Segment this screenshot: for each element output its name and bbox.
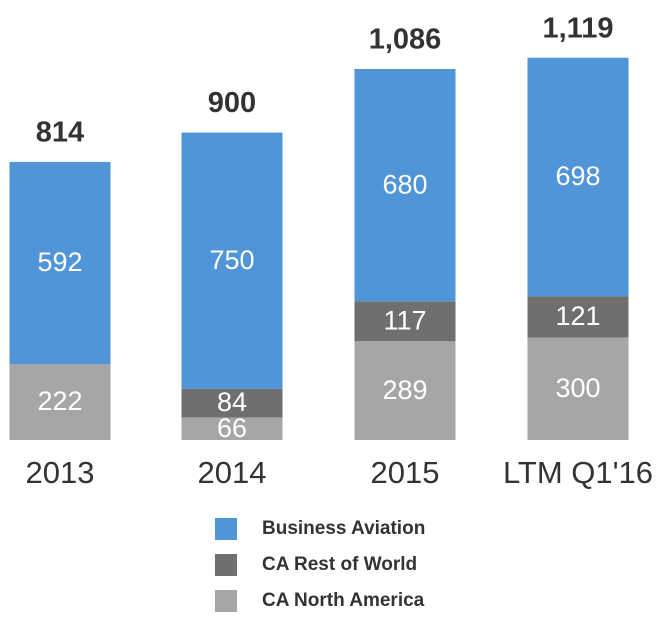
segment-label: 66 [217, 413, 247, 443]
bar-segment [527, 296, 629, 338]
legend-label: CA Rest of World [262, 554, 417, 575]
legend-label: Business Aviation [262, 518, 425, 539]
bar-segment [354, 69, 456, 302]
bar-segment [527, 57, 629, 297]
bar-segment [9, 161, 111, 365]
bar-segment [181, 132, 283, 389]
bar-segment [354, 341, 456, 440]
segment-label: 121 [555, 301, 600, 331]
x-tick-label: LTM Q1'16 [503, 455, 653, 490]
segment-label: 222 [37, 386, 82, 416]
segment-label: 300 [555, 373, 600, 403]
segment-label: 289 [382, 375, 427, 405]
segment-label: 698 [555, 161, 600, 191]
segment-label: 84 [217, 387, 247, 417]
total-label: 814 [36, 117, 84, 149]
legend-swatch [215, 554, 237, 576]
bar-segment [354, 301, 456, 342]
segment-label: 117 [383, 305, 426, 335]
bar-segment [9, 364, 111, 440]
bar-segment [181, 417, 283, 440]
legend-swatch [215, 518, 237, 540]
total-label: 1,086 [369, 24, 442, 56]
segment-label: 680 [382, 169, 427, 199]
x-tick-label: 2015 [371, 455, 440, 490]
total-label: 1,119 [543, 12, 614, 44]
legend-swatch [215, 590, 237, 612]
x-tick-label: 2013 [26, 455, 95, 490]
total-label: 900 [208, 87, 256, 119]
segment-label: 750 [209, 245, 254, 275]
bar-segment [527, 337, 629, 440]
legend-label: CA North America [262, 590, 425, 611]
x-tick-label: 2014 [198, 455, 267, 490]
segment-label: 592 [37, 247, 82, 277]
bar-segment [181, 388, 283, 418]
